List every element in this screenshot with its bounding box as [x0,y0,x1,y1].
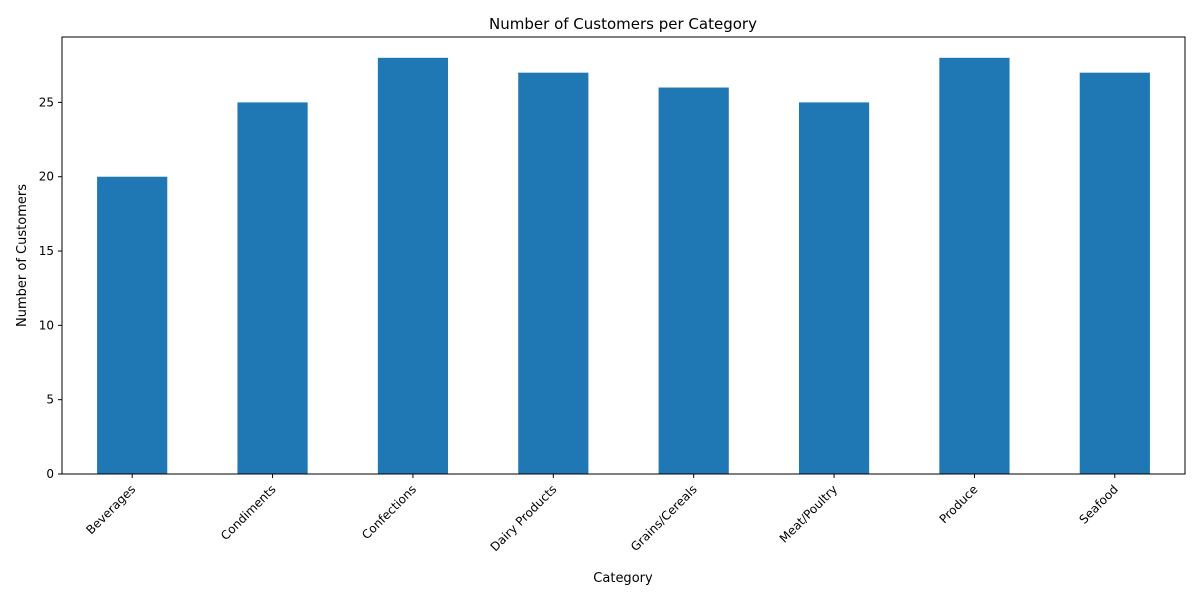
x-tick-label: Confections [359,482,419,542]
axes-frame [61,36,1186,475]
x-tick-label: Condiments [218,482,279,543]
bar-produce [939,57,1010,475]
chart-title: Number of Customers per Category [489,15,757,33]
y-tick-label: 10 [39,318,54,332]
x-tick-label: Dairy Products [488,482,560,554]
bar-confections [377,57,449,475]
bar-meat-poultry [798,102,870,474]
bar-beverages [97,176,168,475]
x-tick-label: Produce [937,482,981,526]
x-tick-label: Grains/Cereals [628,482,700,554]
x-tick-label: Beverages [83,482,138,537]
bar-seafood [1079,72,1150,475]
y-tick-label: 5 [46,393,54,407]
axes-layer [61,36,1186,475]
x-tick-label: Meat/Poultry [777,482,840,545]
bar-condiments [237,102,308,474]
y-axis-label: Number of Customers [15,184,30,327]
bar-dairy-products [518,72,589,475]
y-tick-label: 0 [46,467,54,481]
y-ticks-layer: 0 5 10 15 20 25 [39,95,62,481]
y-tick-label: 25 [39,95,54,109]
x-ticks-layer: Beverages Condiments Confections Dairy Prod… [83,474,1121,554]
bars-layer [97,57,1150,475]
y-tick-label: 15 [39,244,54,258]
x-axis-label: Category [593,571,653,586]
x-tick-label: Seafood [1076,482,1120,526]
bar-grains-cereals [658,87,729,474]
y-tick-label: 20 [39,170,54,184]
